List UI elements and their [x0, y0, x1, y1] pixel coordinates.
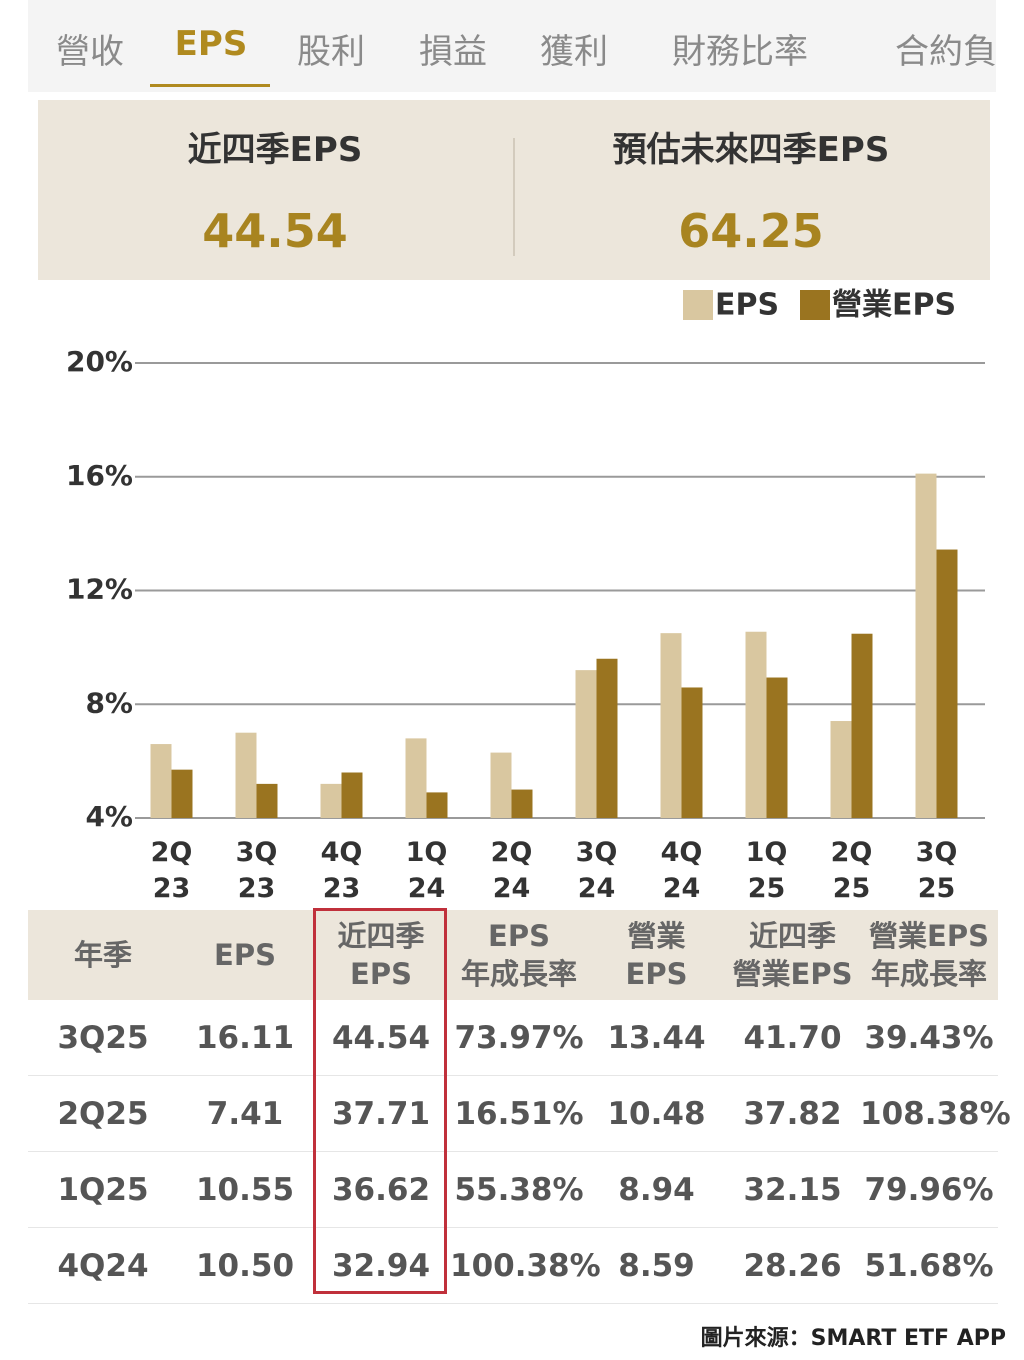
- y-tick-label: 16%: [66, 459, 133, 492]
- table-row: 3Q25 16.11 44.54 73.97% 13.44 41.70 39.43%: [28, 1000, 998, 1076]
- summary-value: 44.54: [202, 204, 348, 258]
- tab-underline: [150, 84, 270, 87]
- table-cell: 28.26: [725, 1227, 860, 1304]
- table-row: 4Q24 10.50 32.94 100.38% 8.59 28.26 51.68%: [28, 1227, 998, 1304]
- table-cell: 55.38%: [450, 1151, 588, 1228]
- summary-label: 預估未來四季EPS: [612, 130, 890, 170]
- table-cell: 10.55: [178, 1151, 312, 1228]
- x-tick-label: 1Q 24: [406, 837, 448, 904]
- table-cell: 37.71: [312, 1075, 450, 1152]
- table-cell: 16.11: [178, 1000, 312, 1076]
- summary-panel: 近四季EPS 44.54 預估未來四季EPS 64.25: [38, 100, 990, 280]
- table-row: 2Q25 7.41 37.71 16.51% 10.48 37.82 108.38%: [28, 1075, 1011, 1152]
- bar: [681, 687, 703, 818]
- table-cell: 51.68%: [860, 1227, 998, 1304]
- table-cell: 3Q25: [28, 1000, 178, 1076]
- table-cell: 10.50: [178, 1227, 312, 1304]
- divider: [513, 138, 515, 256]
- table-cell: 7.41: [178, 1075, 312, 1152]
- column-header: 營業 EPS: [588, 910, 725, 1000]
- x-tick-label: 2Q 23: [151, 837, 193, 904]
- table-row: 1Q25 10.55 36.62 55.38% 8.94 32.15 79.96%: [28, 1151, 998, 1228]
- tab[interactable]: 合約負: [895, 32, 996, 72]
- bar: [596, 658, 618, 818]
- bar: [830, 721, 852, 818]
- tab[interactable]: 獲利: [540, 32, 608, 72]
- column-header: EPS 年成長率: [450, 910, 588, 1000]
- bar: [150, 744, 172, 818]
- legend-swatch: [683, 290, 713, 320]
- x-tick-label: 1Q 25: [746, 837, 788, 904]
- bar: [745, 631, 767, 818]
- table-cell: 41.70: [725, 1000, 860, 1076]
- table-cell: 73.97%: [450, 1000, 588, 1076]
- tab[interactable]: 營收: [56, 32, 124, 72]
- table-cell: 13.44: [588, 1000, 725, 1076]
- summary-value: 64.25: [678, 204, 824, 258]
- bar: [851, 633, 873, 818]
- bar: [426, 792, 448, 818]
- bar: [341, 772, 363, 818]
- y-tick-label: 20%: [66, 345, 133, 378]
- table-cell: 8.94: [588, 1151, 725, 1228]
- y-tick-label: 12%: [66, 573, 133, 606]
- tab[interactable]: 股利: [297, 32, 365, 72]
- table-cell: 16.51%: [450, 1075, 588, 1152]
- column-header: 近四季 EPS: [312, 910, 450, 1000]
- tab-bar: 營收 EPS 股利 損益 獲利 財務比率 合約負: [28, 0, 996, 92]
- table-cell: 44.54: [312, 1000, 450, 1076]
- y-tick-label: 4%: [85, 800, 133, 833]
- table-cell: 108.38%: [860, 1075, 1011, 1152]
- highlight-box: [313, 908, 447, 1294]
- bar: [235, 732, 257, 818]
- chart: 4% 8% 12% 16% 20% EPS 營業EPS 2Q 23 3Q 23 4Q 23 1Q 24 2Q 2…: [66, 288, 985, 904]
- y-tick-label: 8%: [85, 686, 133, 719]
- column-header: 近四季 營業EPS: [725, 910, 860, 1000]
- table-cell: 37.82: [725, 1075, 860, 1152]
- bar: [405, 738, 427, 818]
- bar: [660, 633, 682, 818]
- table-cell: 1Q25: [28, 1151, 178, 1228]
- data-table: 年季 EPS 近四季 EPS EPS 年成長率 營業 EPS 近四季 營業EPS 營業EPS…: [28, 910, 1011, 1304]
- column-header: 營業EPS 年成長率: [860, 910, 998, 1000]
- table-cell: 10.48: [588, 1075, 725, 1152]
- source-note: 圖片來源：SMART ETF APP: [700, 1326, 1006, 1351]
- bar: [915, 473, 937, 818]
- table-cell: 100.38%: [450, 1227, 601, 1304]
- table-cell: 2Q25: [28, 1075, 178, 1152]
- column-header: 年季: [28, 910, 178, 1000]
- bar: [575, 670, 597, 818]
- x-tick-label: 3Q 24: [576, 837, 618, 904]
- x-tick-label: 3Q 23: [236, 837, 278, 904]
- bar: [256, 783, 278, 818]
- x-tick-label: 2Q 25: [831, 837, 873, 904]
- legend-label: EPS: [715, 288, 779, 323]
- x-tick-label: 4Q 24: [661, 837, 703, 904]
- x-tick-label: 4Q 23: [321, 837, 363, 904]
- table-cell: 8.59: [588, 1227, 725, 1304]
- tab[interactable]: EPS: [174, 24, 248, 64]
- column-header: EPS: [178, 910, 312, 1000]
- x-tick-label: 2Q 24: [491, 837, 533, 904]
- table-cell: 32.15: [725, 1151, 860, 1228]
- bar: [511, 789, 533, 818]
- table-cell: 4Q24: [28, 1227, 178, 1304]
- table-cell: 36.62: [312, 1151, 450, 1228]
- table-cell: 39.43%: [860, 1000, 998, 1076]
- table-cell: 79.96%: [860, 1151, 998, 1228]
- summary-label: 近四季EPS: [187, 130, 363, 170]
- bar: [766, 677, 788, 818]
- legend-swatch: [800, 290, 830, 320]
- bar: [320, 783, 342, 818]
- x-tick-label: 3Q 25: [916, 837, 958, 904]
- bar: [936, 549, 958, 818]
- legend-label: 營業EPS: [832, 288, 956, 323]
- bar: [490, 752, 512, 818]
- tab[interactable]: 損益: [419, 32, 487, 72]
- tab[interactable]: 財務比率: [672, 32, 808, 72]
- bar: [171, 769, 193, 818]
